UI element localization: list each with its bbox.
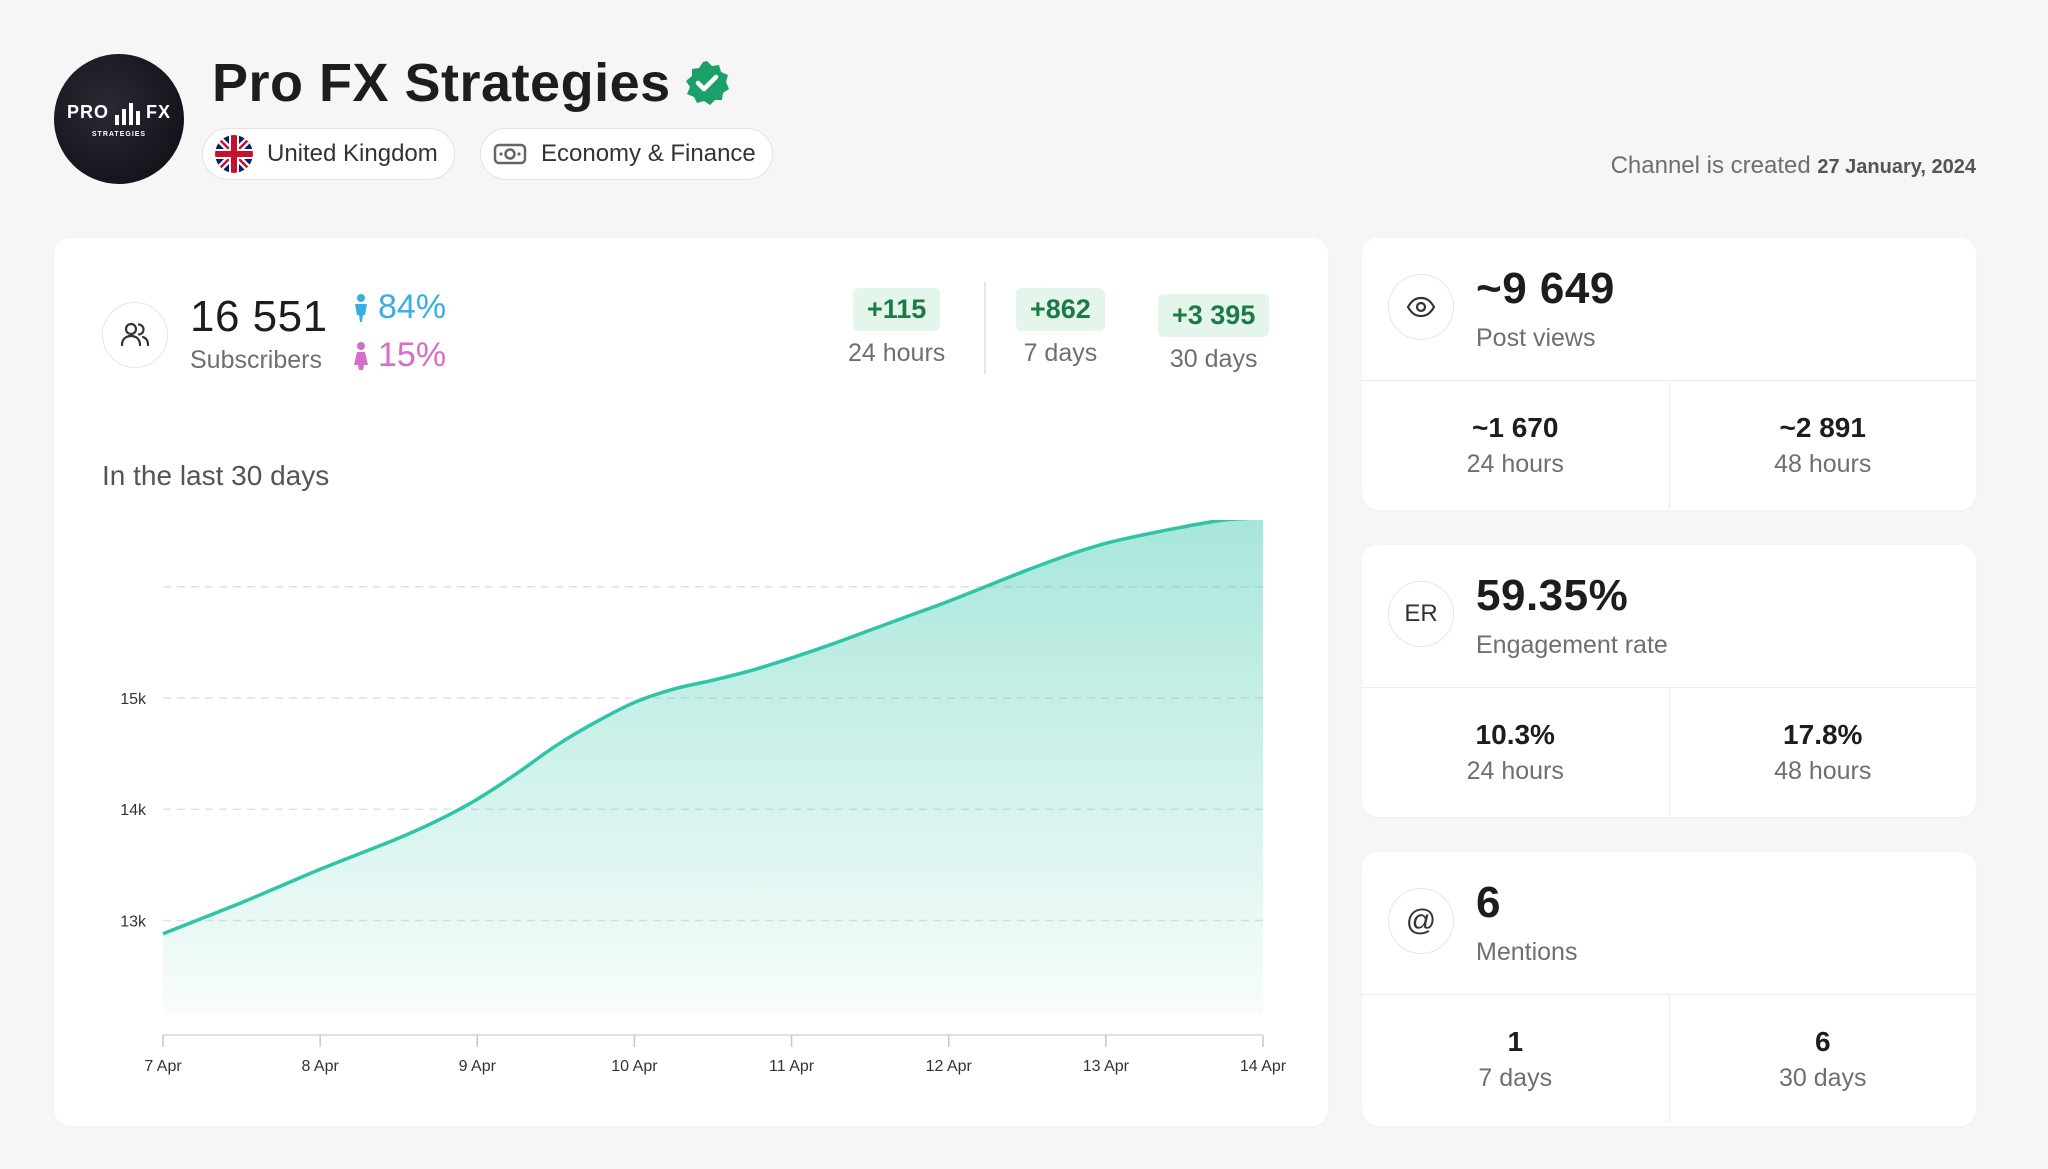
delta-value: +115 <box>852 288 941 331</box>
cell-value: ~1 670 <box>1472 411 1559 443</box>
eye-icon <box>1406 296 1436 318</box>
chart-series-line <box>162 520 1252 936</box>
delta-label: 7 days <box>1023 339 1098 367</box>
avatar-logo: PRO FX <box>67 101 171 125</box>
er-icon: ER <box>1388 581 1454 647</box>
cell-value: 17.8% <box>1783 718 1863 750</box>
male-icon <box>355 293 367 322</box>
at-sign-icon: @ <box>1405 904 1437 937</box>
mentions-label: Mentions <box>1476 938 1578 966</box>
mentions-30d: 6 30 days <box>1668 995 1977 1123</box>
channel-avatar: PRO FX STRATEGIES <box>54 54 184 184</box>
subscribers-label: Subscribers <box>190 346 322 374</box>
created-date: 27 January, 2024 <box>1817 156 1976 178</box>
female-percent: 15% <box>378 336 447 374</box>
divider <box>984 282 986 374</box>
engagement-summary: ER 59.35% Engagement rate <box>1362 545 1976 688</box>
mentions-icon-wrap: @ <box>1388 888 1454 954</box>
female-icon <box>354 341 368 370</box>
avatar-subtext: STRATEGIES <box>91 130 147 138</box>
mentions-summary: @ 6 Mentions <box>1362 852 1976 995</box>
cell-label: 7 days <box>1478 1063 1553 1092</box>
page-title: Pro FX Strategies <box>212 52 731 114</box>
cell-value: 10.3% <box>1475 718 1555 750</box>
channel-created-date: Channel is created 27 January, 2024 <box>1611 152 1976 180</box>
delta-label: 30 days <box>1169 345 1258 373</box>
engagement-48h: 17.8% 48 hours <box>1668 688 1977 816</box>
x-tick-label: 10 Apr <box>611 1058 658 1075</box>
y-tick-label: 14k <box>120 802 147 819</box>
cell-label: 24 hours <box>1466 756 1564 785</box>
x-tick-label: 9 Apr <box>459 1058 497 1075</box>
er-icon-text: ER <box>1404 600 1438 627</box>
x-tick-label: 14 Apr <box>1240 1058 1287 1075</box>
mentions-breakdown: 1 7 days 6 30 days <box>1362 995 1976 1123</box>
delta-value: +862 <box>1016 288 1105 331</box>
money-icon <box>493 143 527 165</box>
female-share: 15% <box>352 336 446 375</box>
category-label: Economy & Finance <box>541 140 756 167</box>
delta-24h: +115 24 hours <box>848 288 945 368</box>
cell-value: ~2 891 <box>1779 411 1866 443</box>
post-views-24h: ~1 670 24 hours <box>1362 381 1669 509</box>
engagement-card: ER 59.35% Engagement rate 10.3% 24 hours… <box>1362 545 1976 817</box>
subscribers-area-chart: 13k 14k 15k 7 Apr 8 Apr 9 Apr 10 Apr 11 Apr 12 A… <box>120 520 1287 1075</box>
engagement-24h: 10.3% 24 hours <box>1362 688 1669 816</box>
country-label: United Kingdom <box>267 140 438 167</box>
mentions-7d: 1 7 days <box>1362 995 1669 1123</box>
chart-axes: 13k 14k 15k 7 Apr 8 Apr 9 Apr 10 Apr 11 Apr 12 A… <box>120 691 1287 1075</box>
chart-title: In the last 30 days <box>102 460 330 491</box>
post-views-icon-wrap <box>1388 274 1454 340</box>
delta-7d: +862 7 days <box>1016 288 1105 368</box>
post-views-summary: ~9 649 Post views <box>1362 238 1976 381</box>
uk-flag-icon <box>215 135 253 173</box>
mentions-value: 6 <box>1476 878 1501 927</box>
avatar-text-left: PRO <box>66 102 109 122</box>
post-views-48h: ~2 891 48 hours <box>1668 381 1977 509</box>
delta-value: +3 395 <box>1158 294 1270 337</box>
male-percent: 84% <box>378 288 447 326</box>
country-chip[interactable]: United Kingdom <box>202 128 455 180</box>
post-views-value: ~9 649 <box>1476 264 1615 313</box>
channel-name: Pro FX Strategies <box>212 53 671 113</box>
users-icon <box>120 322 150 347</box>
cell-label: 48 hours <box>1774 449 1872 478</box>
male-share: 84% <box>352 288 446 327</box>
delta-label: 24 hours <box>848 339 946 367</box>
chart-area-fill <box>163 520 1263 1015</box>
cell-value: 6 <box>1814 1025 1831 1057</box>
created-label: Channel is created <box>1610 152 1811 179</box>
engagement-label: Engagement rate <box>1476 631 1668 659</box>
verified-icon <box>685 61 729 105</box>
post-views-label: Post views <box>1476 324 1596 352</box>
x-tick-label: 13 Apr <box>1083 1058 1130 1075</box>
cell-label: 30 days <box>1778 1063 1867 1092</box>
engagement-breakdown: 10.3% 24 hours 17.8% 48 hours <box>1362 688 1976 816</box>
post-views-breakdown: ~1 670 24 hours ~2 891 48 hours <box>1362 381 1976 509</box>
y-tick-label: 13k <box>120 913 147 930</box>
cell-label: 48 hours <box>1774 756 1872 785</box>
bar-chart-icon <box>115 101 140 125</box>
x-tick-label: 8 Apr <box>301 1058 339 1075</box>
y-tick-label: 15k <box>120 691 147 708</box>
cell-value: 1 <box>1507 1025 1524 1057</box>
subscribers-count: 16 551 <box>190 292 328 341</box>
subscribers-icon-wrap <box>102 302 168 368</box>
x-tick-label: 7 Apr <box>144 1058 182 1075</box>
x-tick-label: 12 Apr <box>926 1058 973 1075</box>
post-views-card: ~9 649 Post views ~1 670 24 hours ~2 891… <box>1362 238 1976 510</box>
category-chip[interactable]: Economy & Finance <box>480 128 773 180</box>
x-tick-label: 11 Apr <box>769 1058 815 1075</box>
cell-label: 24 hours <box>1466 449 1564 478</box>
engagement-value: 59.35% <box>1476 571 1629 620</box>
mentions-card: @ 6 Mentions 1 7 days 6 30 days <box>1362 852 1976 1126</box>
delta-30d: +3 395 30 days <box>1158 294 1270 374</box>
avatar-text-right: FX <box>146 102 172 122</box>
